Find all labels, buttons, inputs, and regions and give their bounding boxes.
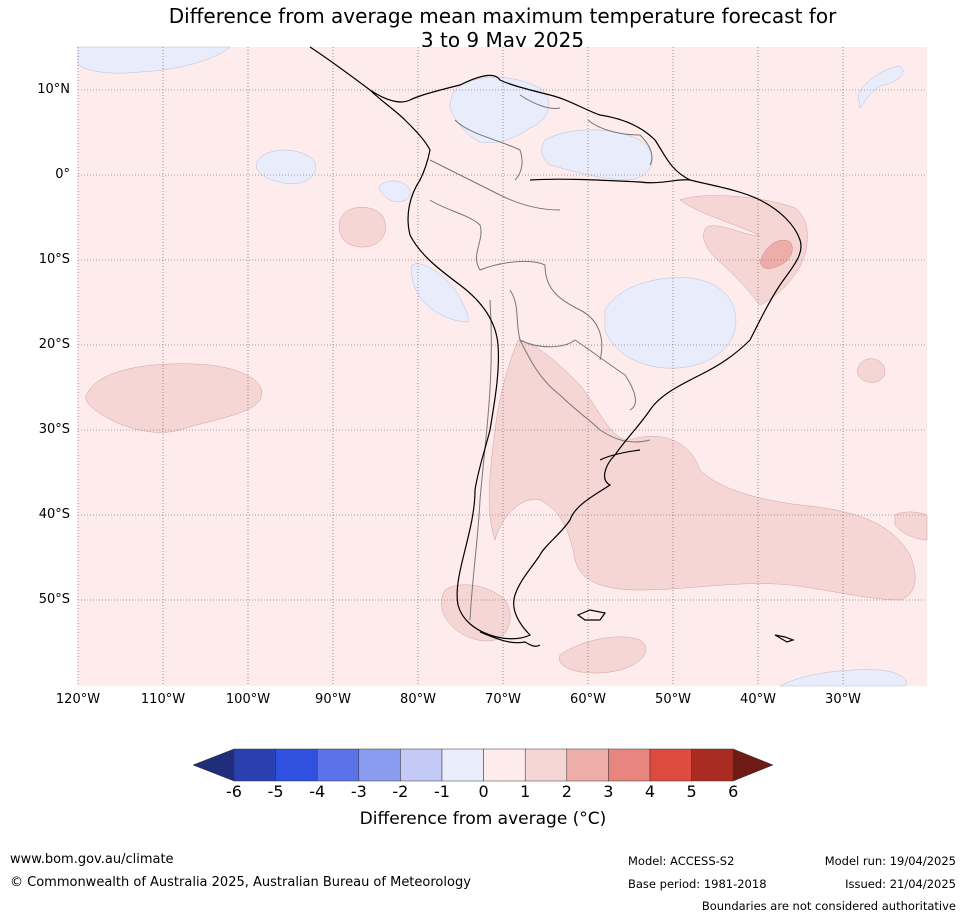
- warm-area-east-atlantic: [857, 358, 886, 383]
- amazon-river: [529, 178, 691, 184]
- lat-label-40s: 40°S: [38, 507, 70, 522]
- lat-label-50s: 50°S: [38, 592, 70, 607]
- colorbar-segment: [608, 748, 651, 782]
- lon-label-90w: 90°W: [315, 692, 351, 707]
- warm-area-pacific-west: [85, 363, 262, 433]
- cool-area-northwest-pacific: [77, 46, 231, 74]
- colorbar-tick: -6: [226, 782, 242, 801]
- lon-label-100w: 100°W: [225, 692, 271, 707]
- falkland-islands: [576, 609, 607, 621]
- warm-area-galapagos: [338, 207, 386, 248]
- colorbar-label: Difference from average (°C): [359, 809, 607, 829]
- cool-area-ecuador: [379, 180, 411, 203]
- country-borders: [429, 94, 653, 621]
- warm-area-far-east: [894, 511, 928, 541]
- anomaly-cool-areas: [77, 46, 907, 687]
- model-run-info: Model run: 19/04/2025: [824, 854, 956, 868]
- cool-area-colombia-venezuela: [449, 77, 549, 143]
- lon-label-50w: 50°W: [655, 692, 691, 707]
- colorbar-tick: -3: [350, 782, 367, 801]
- colorbar: [192, 748, 774, 782]
- colorbar-tick: -5: [267, 782, 284, 801]
- lon-label-110w: 110°W: [140, 692, 186, 707]
- tierra-del-fuego: [479, 631, 541, 647]
- copyright-text: © Commonwealth of Australia 2025, Austra…: [10, 875, 471, 890]
- colorbar-segment: [358, 748, 401, 782]
- lat-label-10s: 10°S: [38, 252, 70, 267]
- forecast-map: [77, 46, 928, 687]
- south-georgia: [774, 634, 795, 643]
- cool-area-central-brazil: [604, 277, 737, 369]
- colorbar-tick: 3: [603, 782, 614, 801]
- colorbar-arrow-high: [732, 748, 774, 782]
- colorbar-tick: -2: [392, 782, 409, 801]
- anomaly-warm-areas: [85, 195, 928, 674]
- colorbar-tick: 4: [644, 782, 656, 801]
- lat-label-20s: 20°S: [38, 337, 70, 352]
- boundaries-disclaimer: Boundaries are not considered authoritat…: [701, 899, 956, 913]
- anomaly-strong-warm-area: [759, 239, 793, 269]
- colorbar-segment: [400, 748, 443, 782]
- colorbar-tick: 2: [561, 782, 572, 801]
- colorbar-segment: [566, 748, 609, 782]
- title-line-1: Difference from average mean maximum tem…: [168, 4, 837, 28]
- colorbar-segment: [233, 748, 276, 782]
- lon-label-30w: 30°W: [825, 692, 861, 707]
- cool-area-north-atlantic: [857, 65, 904, 109]
- website-link[interactable]: www.bom.gov.au/climate: [10, 852, 174, 867]
- colorbar-segment: [524, 748, 568, 782]
- colorbar-segment: [316, 748, 360, 782]
- colorbar-tick: 1: [520, 782, 531, 801]
- lat-label-30s: 30°S: [38, 422, 70, 437]
- colorbar-arrow-low: [192, 748, 235, 782]
- lon-label-60w: 60°W: [570, 692, 606, 707]
- colorbar-tick: -1: [434, 782, 450, 801]
- colorbar-segment: [483, 748, 526, 782]
- warm-area-argentina-atlantic: [489, 339, 916, 601]
- cool-area-amazon-north: [541, 129, 653, 181]
- lon-label-120w: 120°W: [55, 692, 101, 707]
- rio-de-la-plata: [599, 449, 641, 461]
- lat-label-10n: 10°N: [37, 82, 70, 97]
- colorbar-tick: 5: [686, 782, 697, 801]
- colorbar-segment: [691, 748, 734, 782]
- colorbar-segment: [275, 748, 318, 782]
- issued-info: Issued: 21/04/2025: [845, 877, 956, 891]
- model-info: Model: ACCESS-S2: [628, 854, 735, 868]
- coastline: [309, 46, 802, 647]
- warm-area-northeast-brazil: [679, 195, 808, 306]
- south-america-coast: [309, 46, 802, 640]
- graticule: [77, 47, 927, 686]
- lon-label-40w: 40°W: [740, 692, 776, 707]
- colorbar-segment: [649, 748, 692, 782]
- colorbar-tick: -4: [309, 782, 326, 801]
- warm-area-south-atlantic: [559, 636, 646, 674]
- cool-area-peru-coast: [411, 263, 469, 323]
- warm-area-patagonia: [441, 584, 511, 642]
- colorbar-tick: 6: [728, 782, 739, 801]
- lon-label-80w: 80°W: [400, 692, 436, 707]
- base-period-info: Base period: 1981-2018: [628, 877, 767, 891]
- colorbar-tick: 0: [478, 782, 489, 801]
- colorbar-segment: [441, 748, 484, 782]
- map-title: Difference from average mean maximum tem…: [78, 4, 927, 52]
- lat-label-0: 0°: [55, 167, 70, 182]
- lon-label-70w: 70°W: [485, 692, 521, 707]
